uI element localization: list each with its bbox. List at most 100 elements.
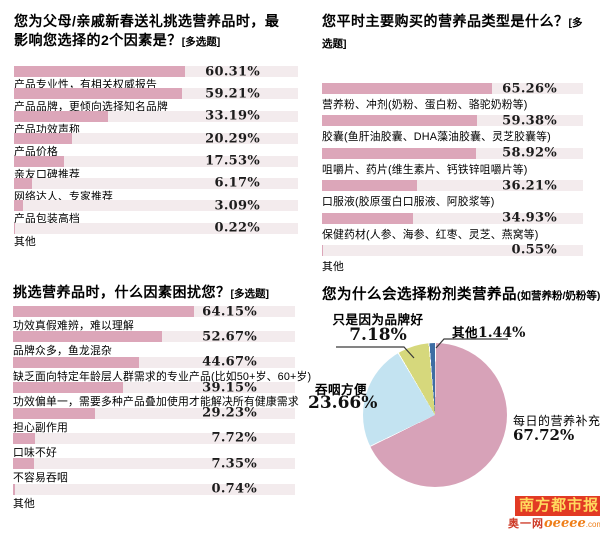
multi-select-tag: [多选题] [181,36,221,48]
bar-label: 营养粉、冲剂(奶粉、蛋白粉、骆驼奶粉等) [322,99,528,111]
pie-value-swallow: 23.66% [308,393,378,413]
bar-label: 咀嚼片、药片(维生素片、钙铁锌咀嚼片等) [322,163,528,176]
bar-label: 网络达人、专家推荐 [14,190,113,203]
bar [322,115,477,127]
bar-value: 64.15% [202,304,257,319]
bar-rows: 64.15% 功效真假难辨，难以理解 52.67% 品牌众多，鱼龙混杂 44.67% 缺乏… [13,304,312,510]
bar-track: 65.26% [322,81,583,96]
bar-value: 17.53% [205,153,260,169]
bar-value: 0.55% [511,242,557,258]
bar-label: 产品专业性，有相关权威报告 [14,79,157,91]
bar-row: 29.23% 担心副作用 [13,405,295,434]
bar-track: 60.31% [14,64,298,79]
bar-value: 59.21% [205,86,260,102]
bar-label: 口味不好 [13,446,57,459]
bar-row: 64.15% 功效真假难辨，难以理解 [13,304,295,332]
bar [13,483,16,495]
bar-track: 36.21% [322,178,583,194]
bar [13,331,162,343]
bar-value: 0.74% [211,481,257,497]
bar-track: 44.67% [13,355,295,370]
bar [14,133,72,145]
bar-value: 58.92% [502,145,557,161]
bar-chart-gift-factors: 您为父母/亲戚新春送礼挑选营养品时，最 影响您选择的2个因素是？[多选题] 60… [14,12,298,248]
pie-chart-title: 您为什么会选择粉剂类营养品(如营养粉/奶粉等) [322,283,600,304]
bar-value: 7.35% [211,456,257,472]
bar-track: 59.21% [14,86,298,102]
bar-row: 44.67% 缺乏面向特定年龄层人群需求的专业产品(比如50+岁、60+岁) [13,355,312,383]
bar-row: 0.55% 其他 [322,242,583,277]
bar-row: 20.29% 产品价格 [14,131,298,159]
newspaper-logo: 南方都市报 奥一网oeeee.com [508,496,600,531]
bar-label: 不容易吞咽 [13,472,68,485]
bar-row: 59.38% 胶囊(鱼肝油胶囊、DHA藻油胶囊、灵芝胶囊等) [322,113,583,147]
bar-track: 39.15% [13,380,295,395]
pie-value-other: 1.44% [478,325,526,341]
bar [14,155,64,167]
bar [322,244,324,256]
bar-row: 33.19% 产品功效声称 [14,109,298,136]
bar [13,356,139,368]
bar-row: 60.31% 产品专业性，有相关权威报告 [14,64,298,91]
bar-row: 3.09% 产品包装高档 [14,198,298,226]
bar-label: 其他 [322,260,344,273]
chart-title: 您为父母/亲戚新春送礼挑选营养品时，最 影响您选择的2个因素是？[多选题] [14,12,298,52]
bar-row: 65.26% 营养粉、冲剂(奶粉、蛋白粉、骆驼奶粉等) [322,81,583,115]
bar-row: 6.17% 网络达人、专家推荐 [14,175,298,203]
bar-value: 52.67% [202,329,257,345]
bar-label: 缺乏面向特定年龄层人群需求的专业产品(比如50+岁、60+岁) [13,370,312,383]
bar [322,180,417,192]
bar [14,177,32,189]
bar-track: 59.38% [322,113,583,129]
bar-label: 亲友口碑推荐 [14,168,80,181]
chart-title-text: 挑选营养品时，什么因素困扰您？ [13,284,231,300]
newspaper-name-badge: 南方都市报 [515,496,600,516]
bar-value: 36.21% [502,178,557,194]
bar-label: 产品功效声称 [14,123,80,136]
bar-value: 7.72% [211,430,257,446]
bar-value: 20.29% [205,131,260,147]
bar-value: 34.93% [502,210,557,226]
bar-value: 6.17% [214,175,260,191]
bar [322,83,493,94]
pie-title-subtitle: (如营养粉/奶粉等) [517,290,600,302]
bar-label: 胶囊(鱼肝油胶囊、DHA藻油胶囊、灵芝胶囊等) [322,131,551,144]
bar-rows: 60.31% 产品专业性，有相关权威报告 59.21% 产品品牌，更倾向选择知名品牌 3… [14,64,298,248]
bar-label: 产品包装高档 [14,213,80,226]
bar-row: 36.21% 口服液(胶原蛋白口服液、阿胶浆等) [322,178,583,212]
bar-track: 29.23% [13,405,295,421]
bar-row: 34.93% 保健药材(人参、海参、红枣、灵芝、燕窝等) [322,210,583,245]
pie-chart [363,343,507,487]
bar-track: 6.17% [14,175,298,191]
bar-row: 7.35% 不容易吞咽 [13,456,295,485]
bar [14,66,186,77]
site-tld: .com [585,520,600,529]
bar-track: 0.22% [14,220,298,236]
chart-title-text: 您平时主要购买的营养品类型是什么？ [322,13,569,29]
bar-label: 品牌众多，鱼龙混杂 [13,345,112,358]
bar [14,88,183,100]
chart-title-text: 您为父母/亲戚新春送礼挑选营养品时，最 影响您选择的2个因素是？ [14,13,280,48]
bar-row: 7.72% 口味不好 [13,430,295,459]
bar-value: 3.09% [214,198,260,214]
bar [14,200,23,212]
bar [13,306,194,317]
bar-track: 52.67% [13,329,295,345]
bar [13,432,35,444]
bar-row: 17.53% 亲友口碑推荐 [14,153,298,181]
bar-value: 29.23% [202,405,257,421]
bar-value: 59.38% [502,113,557,129]
pie-title-text: 您为什么会选择粉剂类营养品 [322,287,517,303]
bar-row: 59.21% 产品品牌，更倾向选择知名品牌 [14,86,298,113]
bar-row: 0.74% 其他 [13,481,295,510]
bar-value: 0.22% [214,220,260,236]
pie-label-other-text: 其他 [452,326,479,340]
bar-label: 产品价格 [14,146,58,159]
pie-label-daily: 每日的营养补充 [513,414,600,428]
bar-label: 保健药材(人参、海参、红枣、灵芝、燕窝等) [322,228,539,241]
bar [13,407,96,419]
pie-label-swallow: 吞咽方便 [315,383,368,397]
bar-label: 功效真假难辨，难以理解 [13,320,134,332]
bar-track: 0.55% [322,242,583,258]
bar-value: 60.31% [205,64,260,79]
